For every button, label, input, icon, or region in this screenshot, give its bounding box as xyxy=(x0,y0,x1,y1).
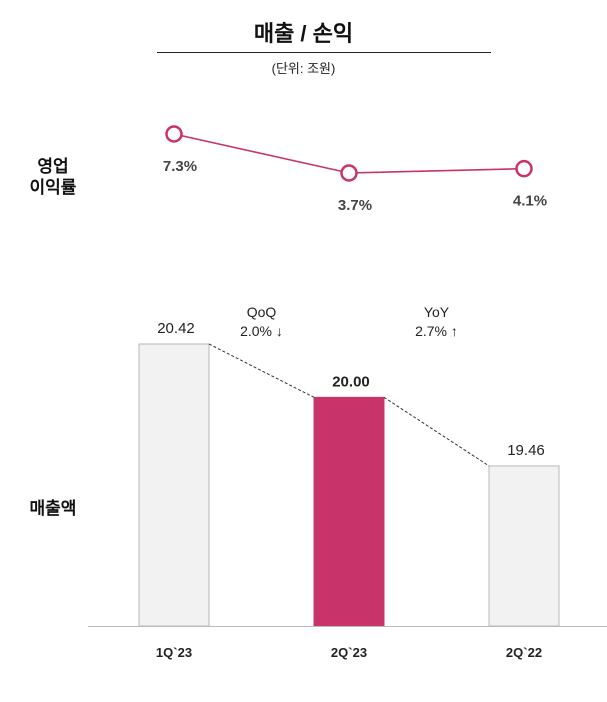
connector-dashed-1 xyxy=(208,343,315,398)
operating-margin-label-line2: 이익률 xyxy=(29,178,77,197)
sales-value-label-1: 20.42 xyxy=(157,320,195,337)
chart-title: 매출 / 손익 xyxy=(253,21,354,46)
sales-value-label-2: 20.00 xyxy=(332,373,370,390)
margin-value-label-3: 4.1% xyxy=(513,193,547,210)
change-annotation-value-2: 2.7% ↑ xyxy=(415,323,458,339)
title-underline xyxy=(157,52,491,53)
unit-label: (단위: 조원) xyxy=(271,61,336,76)
margin-point-3 xyxy=(515,159,533,178)
sales-row-label: 매출액 xyxy=(29,499,77,518)
margin-value-label-2: 3.7% xyxy=(338,197,372,214)
sales-bar-3 xyxy=(488,465,560,627)
x-tick-label-1: 1Q`23 xyxy=(156,645,192,660)
x-tick-label-3: 2Q`22 xyxy=(506,645,542,660)
change-annotation-label-2: YoY xyxy=(424,304,450,320)
change-annotation-label-1: QoQ xyxy=(247,304,277,320)
sales-bar-1 xyxy=(138,343,210,627)
margin-point-2 xyxy=(340,164,358,182)
operating-margin-label-line1: 영업 xyxy=(37,157,69,176)
sales-bar-2 xyxy=(313,396,385,627)
margin-point-1 xyxy=(165,125,183,143)
connector-dashed-2 xyxy=(383,396,490,467)
x-tick-label-2: 2Q`23 xyxy=(331,645,367,660)
operating-margin-row-label: 영업 이익률 xyxy=(18,156,88,198)
margin-value-label-1: 7.3% xyxy=(163,158,197,175)
sales-value-label-3: 19.46 xyxy=(507,442,545,459)
change-annotation-value-1: 2.0% ↓ xyxy=(240,323,283,339)
